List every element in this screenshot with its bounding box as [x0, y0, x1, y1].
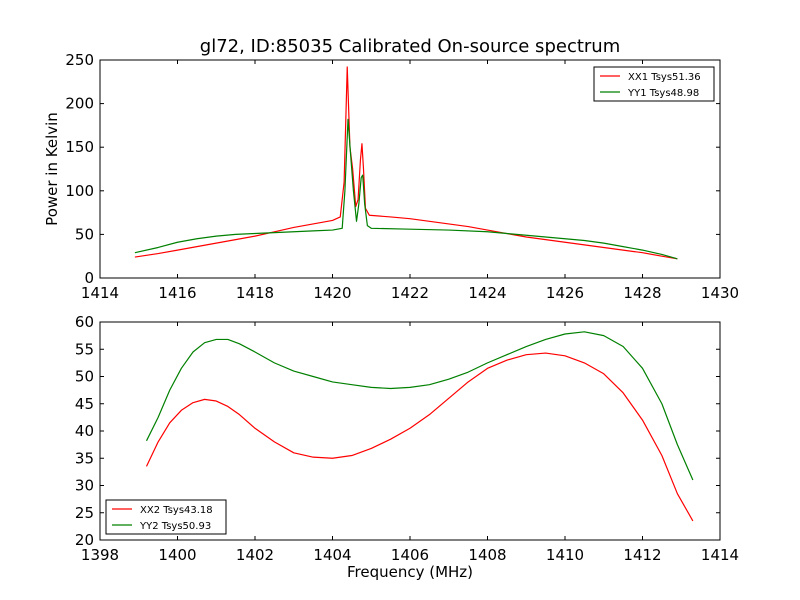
x-axis-label: Frequency (MHz) [347, 563, 473, 581]
series-line-2-2 [145, 331, 694, 481]
legend-box [593, 66, 715, 102]
y-tick-label: 150 [65, 138, 94, 156]
y-axis-label: Power in Kelvin [43, 112, 61, 226]
y-tick-label: 55 [75, 340, 94, 358]
x-tick-label: 1402 [236, 546, 274, 564]
legend-label: XX1 Tsys51.36 [628, 72, 701, 83]
x-tick-label: 1414 [81, 284, 119, 302]
legend: XX2 Tsys43.18 YY2 Tsys50.93 [105, 499, 227, 535]
legend-label: YY2 Tsys50.93 [139, 521, 211, 532]
x-tick-label: 1420 [313, 284, 351, 302]
y-tick-label: 100 [65, 182, 94, 200]
x-tick-label: 1404 [313, 546, 351, 564]
x-tick-label: 1400 [158, 546, 196, 564]
x-tick-label: 1412 [623, 546, 661, 564]
y-tick-label: 250 [65, 51, 94, 69]
x-tick-label: 1426 [546, 284, 584, 302]
series-line-1-2 [134, 118, 678, 260]
y-tick-label: 25 [75, 504, 94, 522]
legend-box [105, 499, 227, 535]
x-tick-label: 1418 [236, 284, 274, 302]
y-tick-label: 50 [75, 368, 94, 386]
y-tick-label: 35 [75, 449, 94, 467]
x-tick-label: 1410 [546, 546, 584, 564]
x-tick-label: 1428 [623, 284, 661, 302]
x-tick-label: 1422 [391, 284, 429, 302]
x-tick-label: 1398 [81, 546, 119, 564]
chart-title: gl72, ID:85035 Calibrated On-source spec… [200, 36, 620, 57]
x-tick-label: 1430 [701, 284, 739, 302]
chart-panel-2: 1398 1400 1402 1404 1406 1408 1410 1412 1414 20 25… [75, 313, 739, 581]
legend: XX1 Tsys51.36 YY1 Tsys48.98 [593, 66, 715, 102]
y-tick-label: 30 [75, 477, 94, 495]
y-tick-label: 40 [75, 422, 94, 440]
x-tick-label: 1424 [468, 284, 506, 302]
series-line-1-1 [134, 66, 678, 260]
y-tick-label: 0 [84, 269, 94, 287]
x-tick-label: 1416 [158, 284, 196, 302]
y-tick-label: 45 [75, 395, 94, 413]
chart-panel-1: 1414 1416 1418 1420 1422 1424 1426 1428 1430 0 50 1… [43, 36, 739, 302]
x-tick-label: 1406 [391, 546, 429, 564]
legend-label: XX2 Tsys43.18 [140, 505, 213, 516]
y-tick-label: 20 [75, 531, 94, 549]
x-tick-label: 1414 [701, 546, 739, 564]
x-tick-label: 1408 [468, 546, 506, 564]
series-line-2-1 [145, 352, 694, 522]
y-tick-label: 60 [75, 313, 94, 331]
legend-label: YY1 Tsys48.98 [627, 88, 699, 99]
y-tick-label: 200 [65, 95, 94, 113]
y-tick-label: 50 [75, 225, 94, 243]
